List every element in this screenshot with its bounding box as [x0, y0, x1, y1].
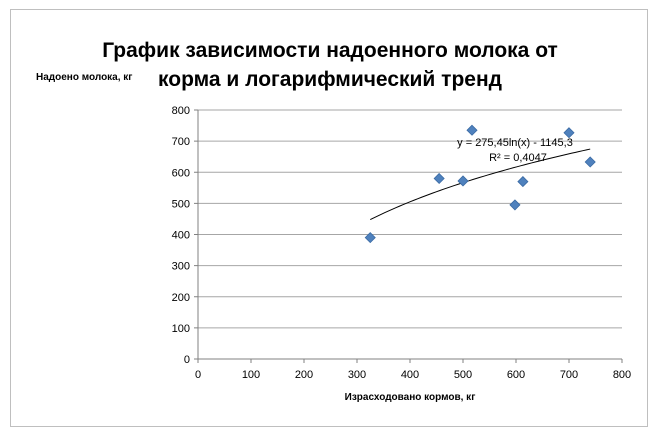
y-tick-label: 300: [172, 261, 190, 273]
x-tick-label: 400: [401, 369, 419, 381]
data-point: [584, 156, 596, 168]
x-tick-label: 800: [613, 369, 631, 381]
data-point: [563, 127, 575, 139]
x-tick-label: 0: [195, 369, 201, 381]
data-point: [433, 172, 445, 185]
y-tick-label: 800: [172, 105, 190, 117]
data-point: [364, 232, 376, 244]
x-tick-label: 100: [242, 369, 260, 381]
y-tick-label: 0: [184, 354, 190, 366]
x-tick-label: 700: [560, 369, 578, 381]
chart-title-line2: корма и логарифмический тренд: [158, 68, 502, 91]
data-point: [517, 176, 529, 188]
trend-line: [370, 148, 591, 221]
x-tick-label: 300: [348, 369, 366, 381]
x-tick-label: 500: [454, 369, 472, 381]
y-tick-label: 200: [172, 292, 190, 304]
y-tick-label: 500: [172, 198, 190, 210]
y-axis-label: Надоено молока, кг: [36, 72, 132, 83]
x-tick-label: 600: [507, 369, 525, 381]
x-tick-label: 200: [295, 369, 313, 381]
y-tick-label: 400: [172, 230, 190, 242]
data-point: [457, 175, 469, 187]
trend-r-squared: R² = 0,4047: [489, 152, 547, 164]
y-tick-label: 100: [172, 323, 190, 335]
y-tick-label: 600: [172, 167, 190, 179]
y-tick-label: 700: [172, 136, 190, 148]
x-axis-label: Израсходовано кормов, кг: [345, 392, 476, 403]
data-point: [509, 199, 521, 211]
chart-frame: [10, 9, 648, 427]
chart-title-line1: График зависимости надоенного молока от: [102, 39, 558, 62]
trend-equation: y = 275,45ln(x) - 1145,3: [457, 137, 573, 149]
data-point: [466, 124, 478, 136]
